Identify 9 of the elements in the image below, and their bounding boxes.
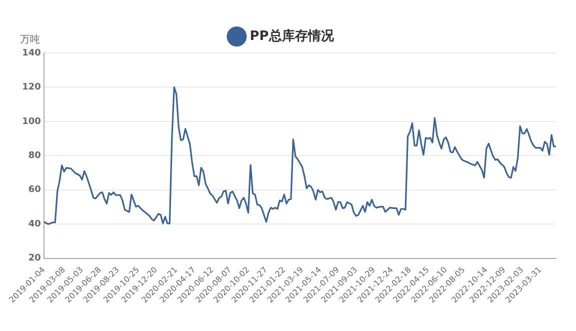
- y-tick-label: 60: [28, 185, 41, 196]
- y-tick-label: 140: [22, 48, 41, 58]
- y-tick-label: 20: [28, 254, 41, 264]
- y-tick-label: 80: [28, 151, 41, 162]
- y-tick-label: 100: [22, 116, 41, 127]
- y-tick-label: 40: [28, 219, 41, 230]
- y-tick-label: 120: [22, 82, 41, 93]
- legend-label: PP总库存情况: [250, 28, 335, 44]
- y-axis-title: 万吨: [20, 34, 40, 46]
